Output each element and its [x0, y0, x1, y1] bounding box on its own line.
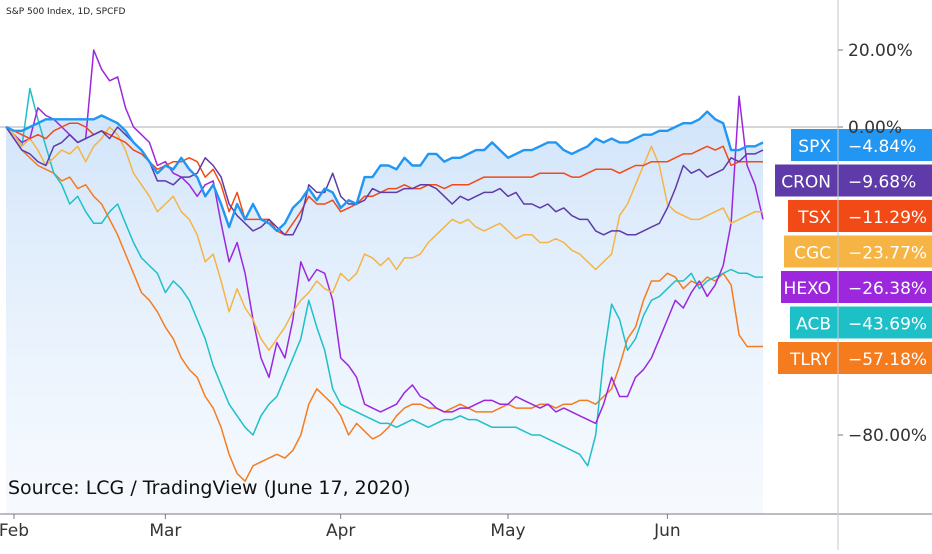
legend-last-value: −9.68%	[848, 173, 916, 193]
x-tick-label: May	[490, 521, 525, 541]
legend-badge-tlry: TLRY −57.18%	[778, 342, 932, 374]
legend-name: SPX	[798, 137, 831, 157]
series-legend: SPX −4.84% CRON −9.68% TSX −11.29% CGC −23.77% H…	[775, 129, 932, 374]
plot-area	[0, 49, 838, 514]
x-tick-label: Mar	[149, 521, 181, 541]
legend-value-bg	[838, 235, 932, 268]
legend-name: TLRY	[789, 350, 832, 370]
series-line-hexo	[5, 49, 764, 425]
legend-badge-cron: CRON −9.68%	[775, 164, 932, 197]
legend-badge-spx: SPX −4.84%	[791, 129, 932, 161]
source-note: Source: LCG / TradingView (June 17, 2020…	[8, 477, 410, 499]
y-tick-label: 0.00%	[848, 118, 902, 138]
legend-name: CGC	[794, 244, 831, 264]
legend-last-value: −43.69%	[848, 315, 927, 335]
legend-last-value: −4.84%	[848, 137, 916, 157]
legend-name: TSX	[797, 208, 831, 228]
series-line-tlry	[5, 126, 763, 482]
legend-name-bg	[784, 235, 838, 268]
series-line-acb	[5, 87, 763, 467]
symbol-info-label: S&P 500 Index, 1D, SPCFD	[6, 7, 126, 17]
series-line-tsx	[5, 122, 763, 236]
legend-badge-acb: ACB −43.69%	[790, 306, 932, 339]
legend-name-bg	[781, 271, 838, 303]
legend-name-bg	[790, 306, 838, 339]
legend-last-value: −23.77%	[848, 244, 927, 264]
legend-last-value: −57.18%	[848, 350, 927, 370]
x-tick-label: Apr	[326, 521, 355, 541]
legend-value-bg	[838, 200, 932, 232]
x-tick-label: Feb	[0, 521, 29, 541]
spx-area-fill	[6, 111, 763, 514]
legend-value-bg	[838, 342, 932, 374]
legend-name-bg	[791, 129, 838, 161]
series-line-cgc	[5, 126, 763, 352]
legend-value-bg	[838, 271, 932, 303]
series-line-spx	[5, 110, 764, 233]
legend-last-value: −11.29%	[848, 208, 927, 228]
legend-name: ACB	[796, 315, 831, 335]
legend-badge-cgc: CGC −23.77%	[784, 235, 932, 268]
legend-value-bg	[838, 164, 932, 197]
legend-value-bg	[838, 129, 932, 161]
legend-name-bg	[788, 200, 838, 232]
legend-name: CRON	[781, 173, 831, 193]
x-tick-label: Jun	[653, 521, 681, 541]
legend-name: HEXO	[784, 279, 831, 299]
legend-badge-tsx: TSX −11.29%	[788, 200, 932, 232]
legend-last-value: −26.38%	[848, 279, 927, 299]
legend-badge-hexo: HEXO −26.38%	[781, 271, 932, 303]
legend-value-bg	[838, 306, 932, 339]
legend-name-bg	[775, 164, 838, 197]
y-tick-label: 20.00%	[848, 41, 913, 61]
legend-name-bg	[778, 342, 838, 374]
y-tick-label: −80.00%	[848, 426, 927, 446]
